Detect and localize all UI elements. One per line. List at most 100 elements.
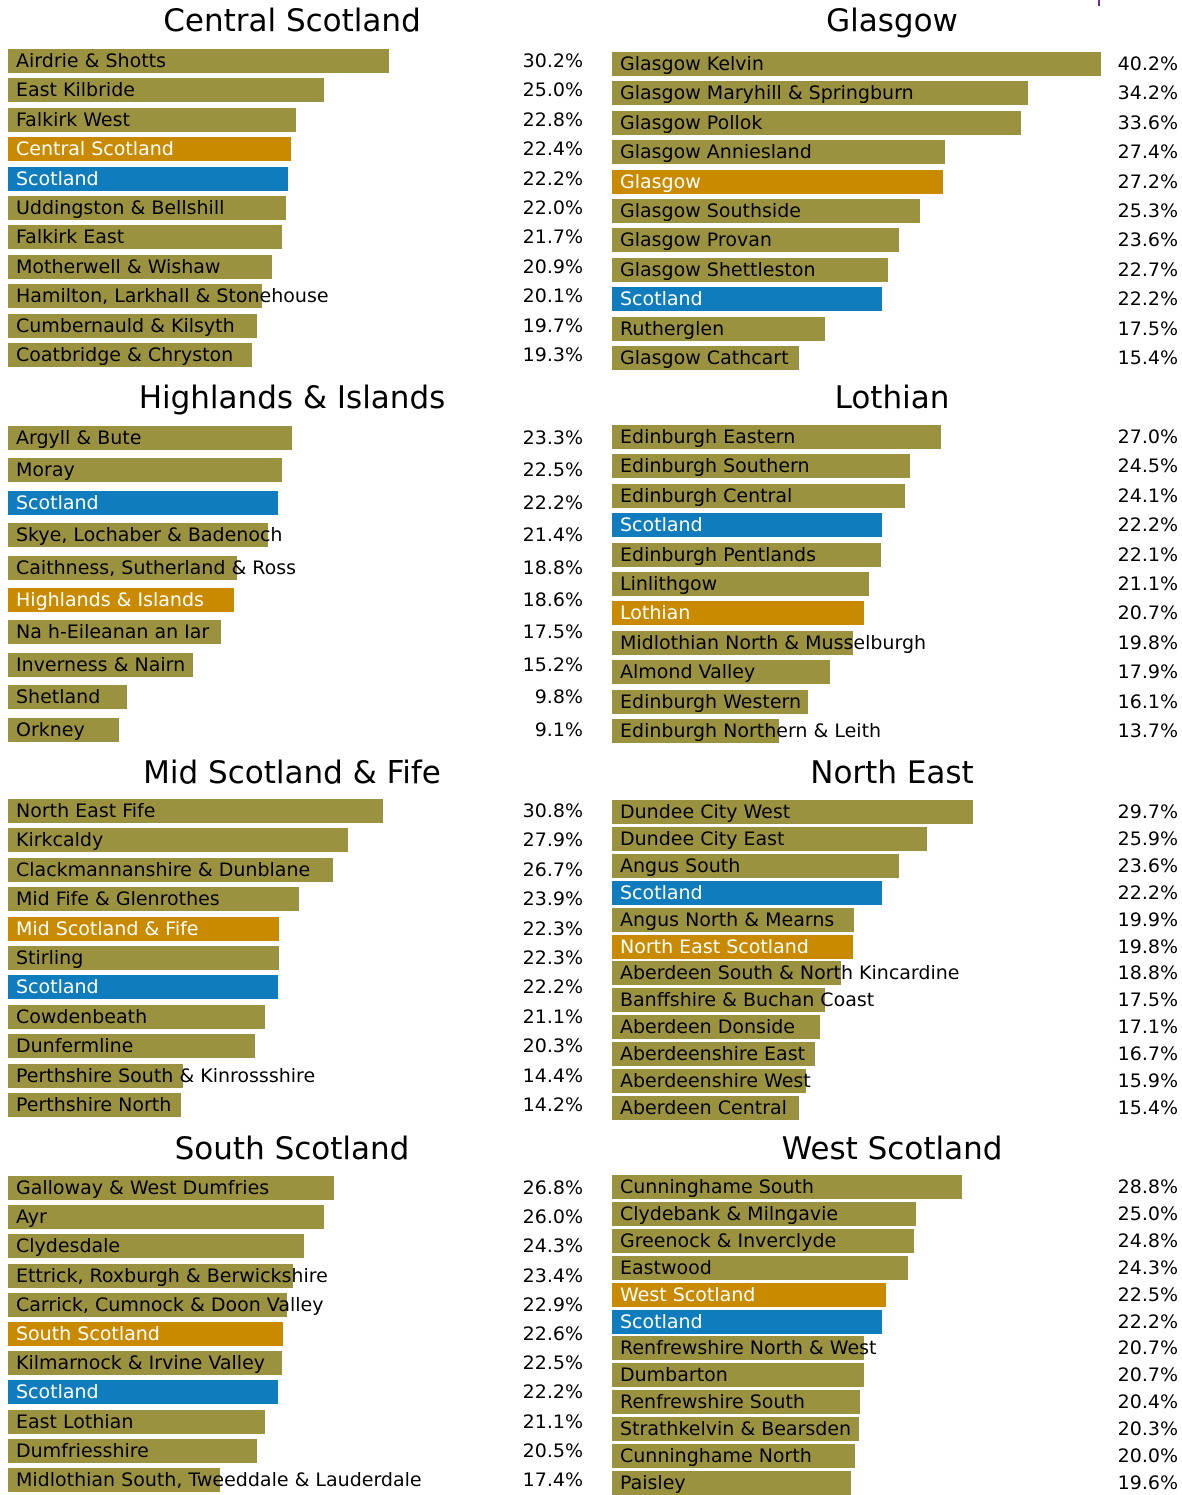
bar-label: Clydebank & Milngavie bbox=[620, 1203, 839, 1225]
bar bbox=[8, 887, 299, 911]
bar-label: Cumbernauld & Kilsyth bbox=[16, 315, 235, 337]
bar-label: Central Scotland bbox=[16, 138, 174, 160]
bar bbox=[612, 317, 825, 341]
bar bbox=[8, 828, 348, 852]
bar-row: Edinburgh Pentlands 22.1% bbox=[612, 543, 1178, 567]
value-label: 14.4% bbox=[522, 1065, 583, 1087]
bar-row: Shetland 9.8% bbox=[8, 685, 583, 709]
value-label: 22.2% bbox=[1117, 288, 1178, 310]
value-label: 29.7% bbox=[1117, 801, 1178, 823]
bar-label: Aberdeen Donside bbox=[620, 1016, 795, 1038]
bar-label: Airdrie & Shotts bbox=[16, 50, 167, 72]
bar-label: Scotland bbox=[620, 288, 703, 310]
value-label: 34.2% bbox=[1117, 82, 1178, 104]
value-label: 24.3% bbox=[1117, 1257, 1178, 1279]
value-label: 22.3% bbox=[522, 918, 583, 940]
value-label: 25.0% bbox=[522, 79, 583, 101]
bar-label: Cunninghame North bbox=[620, 1445, 812, 1467]
value-label: 22.4% bbox=[522, 138, 583, 160]
bar bbox=[8, 620, 221, 644]
bar-label: Eastwood bbox=[620, 1257, 712, 1279]
bar bbox=[612, 199, 920, 223]
bar-row: Angus South 23.6% bbox=[612, 854, 1178, 878]
bar-label: West Scotland bbox=[620, 1284, 756, 1306]
value-label: 27.4% bbox=[1117, 141, 1178, 163]
value-label: 22.6% bbox=[522, 1323, 583, 1345]
bar-label: Aberdeen Central bbox=[620, 1097, 787, 1119]
value-label: 33.6% bbox=[1117, 112, 1178, 134]
value-label: 22.2% bbox=[522, 168, 583, 190]
bar bbox=[612, 1310, 882, 1334]
bar-label: Glasgow Pollok bbox=[620, 112, 763, 134]
bar-label: Edinburgh Southern bbox=[620, 455, 810, 477]
bar bbox=[612, 1444, 855, 1468]
bar-label: Almond Valley bbox=[620, 661, 756, 683]
bar-label: Strathkelvin & Bearsden bbox=[620, 1418, 852, 1440]
bar bbox=[8, 1034, 255, 1058]
value-label: 22.2% bbox=[522, 1381, 583, 1403]
bar bbox=[612, 1015, 820, 1039]
bar bbox=[612, 854, 899, 878]
bar-row: Clackmannanshire & Dunblane 26.7% bbox=[8, 858, 583, 882]
bar-row: Motherwell & Wishaw 20.9% bbox=[8, 255, 583, 279]
value-label: 25.3% bbox=[1117, 200, 1178, 222]
bar-label: East Lothian bbox=[16, 1411, 134, 1433]
bar-label: Argyll & Bute bbox=[16, 427, 142, 449]
bar-row: Na h-Eileanan an Iar 17.5% bbox=[8, 620, 583, 644]
bar-row: Glasgow Southside 25.3% bbox=[612, 199, 1178, 223]
value-label: 26.0% bbox=[522, 1206, 583, 1228]
bar bbox=[612, 800, 973, 824]
bar bbox=[612, 827, 927, 851]
value-label: 20.3% bbox=[1117, 1418, 1178, 1440]
value-label: 17.4% bbox=[522, 1469, 583, 1491]
bar bbox=[8, 1176, 334, 1200]
bar-label: Scotland bbox=[16, 1381, 99, 1403]
bar-row: Scotland 22.2% bbox=[8, 975, 583, 999]
value-label: 26.8% bbox=[522, 1177, 583, 1199]
value-label: 19.8% bbox=[1117, 632, 1178, 654]
bar-label: Scotland bbox=[16, 168, 99, 190]
bar-label: Scotland bbox=[620, 514, 703, 536]
value-label: 18.6% bbox=[522, 589, 583, 611]
value-label: 22.9% bbox=[522, 1294, 583, 1316]
bar-row: Ayr 26.0% bbox=[8, 1205, 583, 1229]
bar-label: Aberdeen South & North Kincardine bbox=[620, 962, 960, 984]
bar-row: Airdrie & Shotts 30.2% bbox=[8, 49, 583, 73]
value-label: 22.2% bbox=[1117, 514, 1178, 536]
bar bbox=[612, 1363, 864, 1387]
bar-row: Lothian 20.7% bbox=[612, 601, 1178, 625]
bar-row: Dumbarton 20.7% bbox=[612, 1363, 1178, 1387]
bar bbox=[8, 314, 257, 338]
bar bbox=[612, 140, 945, 164]
bar-row: Glasgow Maryhill & Springburn 34.2% bbox=[612, 81, 1178, 105]
bar-label: Glasgow Anniesland bbox=[620, 141, 812, 163]
bar bbox=[612, 425, 941, 449]
bar bbox=[612, 111, 1021, 135]
bar-row: Aberdeen South & North Kincardine 18.8% bbox=[612, 961, 1178, 985]
panel-title: Lothian bbox=[834, 380, 950, 416]
bar-label: Clackmannanshire & Dunblane bbox=[16, 859, 311, 881]
bar-label: Glasgow Maryhill & Springburn bbox=[620, 82, 914, 104]
bar-label: Cunninghame South bbox=[620, 1176, 814, 1198]
bar bbox=[612, 988, 825, 1012]
bar bbox=[8, 718, 119, 742]
bar-row: Cumbernauld & Kilsyth 19.7% bbox=[8, 314, 583, 338]
bar-row: Aberdeenshire East 16.7% bbox=[612, 1042, 1178, 1066]
bar bbox=[8, 917, 279, 941]
value-label: 21.4% bbox=[522, 524, 583, 546]
panel-title: North East bbox=[810, 755, 974, 791]
bar-label: Na h-Eileanan an Iar bbox=[16, 621, 210, 643]
bar-label: Galloway & West Dumfries bbox=[16, 1177, 270, 1199]
value-label: 9.8% bbox=[534, 686, 583, 708]
value-label: 23.6% bbox=[1117, 855, 1178, 877]
bar bbox=[612, 908, 854, 932]
value-label: 24.1% bbox=[1117, 485, 1178, 507]
bar bbox=[8, 78, 324, 102]
bar-label: Midlothian South, Tweeddale & Lauderdale bbox=[16, 1469, 422, 1491]
bar-label: Glasgow Cathcart bbox=[620, 347, 789, 369]
bar-row: Clydebank & Milngavie 25.0% bbox=[612, 1202, 1178, 1226]
bar-row: Carrick, Cumnock & Doon Valley 22.9% bbox=[8, 1293, 583, 1317]
value-label: 21.1% bbox=[1117, 573, 1178, 595]
value-label: 9.1% bbox=[534, 719, 583, 741]
bar bbox=[612, 170, 943, 194]
